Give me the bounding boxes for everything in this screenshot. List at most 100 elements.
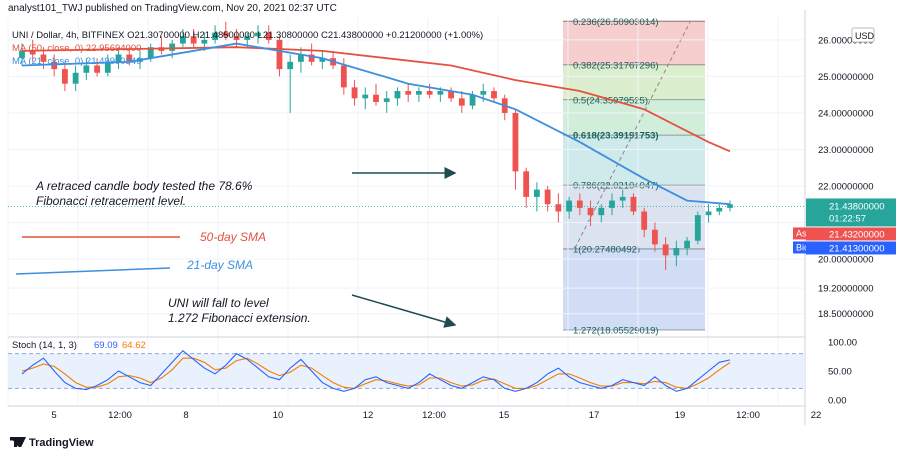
candle-body bbox=[469, 94, 476, 106]
moving-averages bbox=[21, 42, 731, 206]
candle-body bbox=[351, 87, 358, 99]
bid-price-tag bbox=[806, 241, 896, 255]
candle-body bbox=[115, 54, 122, 62]
candle-body bbox=[201, 39, 208, 44]
tradingview-logo-icon bbox=[10, 437, 26, 447]
candle-body bbox=[222, 32, 229, 37]
fib-level-label: 0.382(25.31767296) bbox=[573, 60, 659, 71]
annotation-sma21-label: 21-day SMA bbox=[186, 258, 253, 272]
candle-body bbox=[609, 200, 615, 208]
ask-price: 21.43200000 bbox=[829, 229, 884, 240]
fib-zone bbox=[563, 135, 705, 186]
price-tick-label: 24.00000000 bbox=[818, 108, 873, 119]
time-tick-label: 12:00 bbox=[422, 410, 446, 421]
legend-sma21-swatch bbox=[15, 267, 171, 275]
candle-body bbox=[512, 112, 519, 172]
candle-body bbox=[72, 72, 79, 84]
price-tick-label: 19.20000000 bbox=[818, 284, 873, 295]
fibonacci-retracement[interactable]: 0.236(26.50903014) 0.382(25.31767296) 0.5(… bbox=[563, 17, 705, 337]
bar-countdown: 01:22:57 bbox=[829, 213, 866, 224]
candle-body bbox=[694, 215, 701, 241]
fib-level-label: 1.272(18.05529019) bbox=[573, 325, 659, 336]
candle-body bbox=[716, 207, 723, 212]
annotation-sma50-label: 50-day SMA bbox=[200, 230, 266, 244]
stoch-band bbox=[8, 353, 805, 389]
candle-body bbox=[19, 50, 25, 59]
candle-body bbox=[523, 171, 530, 197]
last-price-tag bbox=[806, 198, 896, 227]
candle-body bbox=[40, 54, 47, 62]
candle-body bbox=[458, 98, 465, 106]
annotation-retrace-line1: A retraced candle body tested the 78.6% bbox=[35, 179, 253, 193]
candlesticks bbox=[19, 21, 733, 270]
candle-body bbox=[587, 207, 594, 216]
arrow-to-1272-level bbox=[351, 294, 457, 328]
candle-body bbox=[416, 91, 422, 95]
candle-body bbox=[662, 244, 669, 256]
annotation-retrace-line2: Fibonacci retracement level. bbox=[36, 194, 186, 208]
time-tick-label: 8 bbox=[183, 410, 188, 421]
candle-body bbox=[51, 61, 58, 70]
annotations: A retraced candle body tested the 78.6%F… bbox=[15, 167, 457, 328]
candle-body bbox=[630, 196, 637, 212]
stoch-d-value: 64.62 bbox=[122, 340, 146, 351]
candle-body bbox=[491, 91, 497, 99]
annotation-fall-line2: 1.272 Fibonacci extension. bbox=[168, 311, 311, 325]
candle-body bbox=[126, 54, 133, 62]
candle-body bbox=[641, 211, 648, 230]
candle-body bbox=[576, 200, 583, 208]
candle-body bbox=[544, 189, 551, 205]
candle-body bbox=[190, 36, 197, 44]
price-tick-label: 26.00000000 bbox=[818, 35, 873, 46]
stoch-k-line bbox=[21, 349, 731, 392]
publisher-line: analyst101_TWJ published on TradingView.… bbox=[8, 3, 337, 14]
time-tick-label: 15 bbox=[499, 410, 510, 421]
fib-trend-line bbox=[574, 21, 691, 249]
candle-body bbox=[437, 91, 444, 95]
candle-body bbox=[233, 36, 240, 40]
candle-body bbox=[566, 200, 572, 212]
price-tick-label: 18.50000000 bbox=[818, 309, 873, 320]
stoch-tick-label: 50.00 bbox=[828, 367, 852, 378]
candle-body bbox=[104, 61, 111, 73]
candle-body bbox=[94, 65, 100, 73]
candle-body bbox=[276, 39, 283, 70]
candle-body bbox=[426, 91, 433, 95]
stochastic-panel[interactable]: Stoch (14, 1, 3) 69.09 64.62 100.00 50.00 0.0… bbox=[8, 336, 857, 407]
candle-body bbox=[29, 50, 36, 55]
candle-body bbox=[340, 65, 347, 88]
fib-level-label: 0.236(26.50903014) bbox=[573, 17, 659, 28]
time-tick-label: 12 bbox=[363, 410, 374, 421]
fib-level-label: 0.5(24.35979525) bbox=[573, 95, 648, 106]
price-tick-label: 20.00000000 bbox=[818, 254, 873, 265]
fib-zone bbox=[563, 21, 705, 65]
price-tick-label: 25.00000000 bbox=[818, 72, 873, 83]
grid bbox=[7, 18, 805, 405]
bid-price: 21.41300000 bbox=[829, 243, 884, 254]
price-tick-label: 22.00000000 bbox=[818, 181, 873, 192]
candle-body bbox=[383, 98, 390, 102]
tradingview-logo[interactable]: TradingView bbox=[10, 437, 94, 449]
candle-body bbox=[180, 36, 186, 44]
candle-body bbox=[255, 32, 261, 37]
currency-badge[interactable] bbox=[851, 27, 875, 43]
ask-label: Ask bbox=[796, 228, 812, 238]
time-tick-label: 5 bbox=[51, 410, 56, 421]
candle-body bbox=[308, 54, 315, 62]
ma21-line bbox=[21, 42, 731, 206]
candle-body bbox=[705, 211, 712, 216]
stoch-title: Stoch (14, 1, 3) bbox=[12, 340, 77, 351]
candle-body bbox=[448, 91, 454, 99]
time-tick-label: 12:00 bbox=[108, 410, 132, 421]
time-axis[interactable]: 5 12:00 8 10 12 12:00 15 17 19 12:00 22 bbox=[8, 405, 821, 421]
bid-label: Bid bbox=[796, 242, 809, 252]
last-price-value: 21.43800000 bbox=[829, 201, 884, 212]
candle-body bbox=[619, 196, 626, 201]
candle-body bbox=[598, 207, 605, 216]
fib-zone bbox=[563, 64, 705, 100]
candle-body bbox=[727, 204, 733, 208]
fib-level-label: 0.618(23.39191753) bbox=[573, 131, 659, 142]
candle-body bbox=[298, 54, 304, 62]
legend-ma50: MA (50, close, 0) 22.95694000 bbox=[12, 43, 141, 54]
